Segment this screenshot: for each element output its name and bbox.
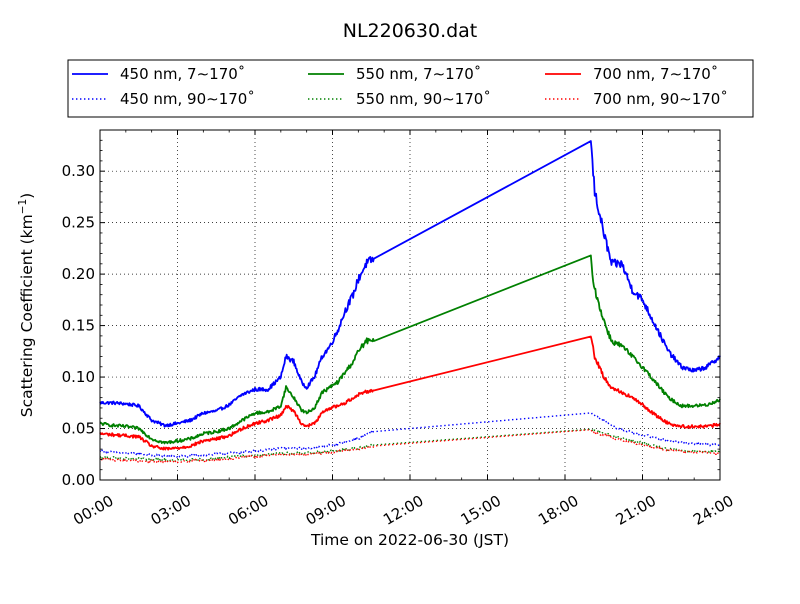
legend-label-1: 450 nm, 90∼170˚: [120, 90, 255, 108]
series-layer: [99, 140, 721, 464]
series-line-4: [99, 335, 721, 451]
series-line-5: [99, 428, 721, 464]
series-line-0: [99, 140, 721, 428]
x-axis-label: Time on 2022-06-30 (JST): [310, 531, 509, 549]
y-axis-label: Scattering Coefficient (km−1): [17, 193, 36, 418]
y-axis-label-close: ): [18, 193, 36, 199]
chart-title: NL220630.dat: [343, 20, 478, 42]
y-tick-label: 0.25: [62, 214, 95, 232]
y-tick-label: 0.30: [62, 162, 95, 180]
legend-frame: [67, 59, 754, 118]
legend-label-0: 450 nm, 7∼170˚: [120, 65, 245, 83]
series-line-1: [99, 412, 721, 458]
y-tick-label: 0.20: [62, 265, 95, 283]
legend: 450 nm, 7∼170˚ 550 nm, 7∼170˚ 700 nm, 7∼17…: [67, 59, 754, 118]
y-tick-label: 0.15: [62, 317, 95, 335]
y-axis-label-superscript: −1: [17, 199, 29, 214]
y-axis-label-main: Scattering Coefficient (km: [18, 214, 36, 417]
series-line-2: [99, 254, 721, 445]
y-tick-label: 0.00: [62, 471, 95, 489]
y-tick-label: 0.10: [62, 368, 95, 386]
legend-label-2: 550 nm, 7∼170˚: [356, 65, 481, 83]
legend-label-4: 700 nm, 7∼170˚: [593, 65, 718, 83]
legend-label-3: 550 nm, 90∼170˚: [356, 90, 491, 108]
y-tick-label: 0.05: [62, 420, 95, 438]
legend-label-5: 700 nm, 90∼170˚: [593, 90, 728, 108]
